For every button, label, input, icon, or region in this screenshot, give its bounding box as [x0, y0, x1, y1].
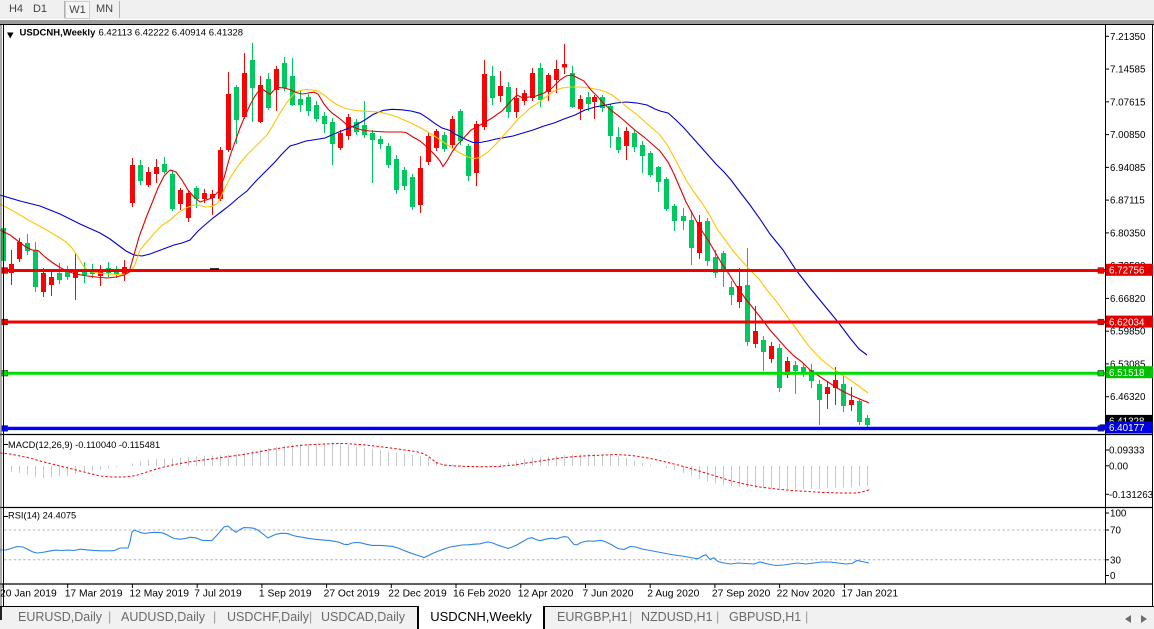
svg-text:USDCNH,Weekly: USDCNH,Weekly	[20, 28, 97, 39]
svg-text:6.53085: 6.53085	[1110, 359, 1146, 370]
svg-text:12 May 2019: 12 May 2019	[129, 589, 189, 600]
svg-text:7.07615: 7.07615	[1110, 97, 1146, 108]
svg-text:7 Jul 2019: 7 Jul 2019	[194, 589, 242, 600]
svg-text:20 Jan 2019: 20 Jan 2019	[0, 589, 57, 600]
svg-text:6.40177: 6.40177	[1109, 423, 1144, 434]
svg-text:12 Apr 2020: 12 Apr 2020	[518, 589, 574, 600]
svg-text:70: 70	[1110, 526, 1121, 537]
svg-text:6.66820: 6.66820	[1110, 294, 1146, 305]
svg-text:16 Feb 2020: 16 Feb 2020	[453, 589, 511, 600]
svg-text:6.62034: 6.62034	[1109, 317, 1145, 328]
svg-text:27 Sep 2020: 27 Sep 2020	[712, 589, 771, 600]
svg-text:RSI(14) 24.4075: RSI(14) 24.4075	[8, 511, 76, 521]
svg-text:6.51518: 6.51518	[1109, 368, 1145, 379]
svg-text:7.21350: 7.21350	[1110, 32, 1146, 43]
svg-text:6.42113 6.42222 6.40914 6.4132: 6.42113 6.42222 6.40914 6.41328	[99, 28, 244, 39]
svg-text:6.94085: 6.94085	[1110, 163, 1146, 174]
svg-text:22 Nov 2020: 22 Nov 2020	[777, 589, 836, 600]
svg-text:22 Dec 2019: 22 Dec 2019	[388, 589, 447, 600]
svg-text:6.72756: 6.72756	[1109, 266, 1145, 277]
svg-text:6.87115: 6.87115	[1110, 196, 1145, 207]
svg-text:7 Jun 2020: 7 Jun 2020	[583, 589, 634, 600]
svg-text:6.59850: 6.59850	[1110, 327, 1146, 338]
svg-text:17 Jan 2021: 17 Jan 2021	[841, 589, 898, 600]
svg-text:0: 0	[1110, 571, 1116, 582]
svg-text:-0.131263: -0.131263	[1109, 490, 1154, 501]
svg-text:27 Oct 2019: 27 Oct 2019	[324, 589, 380, 600]
svg-text:100: 100	[1110, 509, 1127, 520]
svg-text:0.00: 0.00	[1109, 461, 1129, 472]
svg-text:17 Mar 2019: 17 Mar 2019	[65, 589, 123, 600]
svg-text:0.09333: 0.09333	[1109, 446, 1145, 457]
svg-text:6.46320: 6.46320	[1110, 392, 1146, 403]
svg-text:7.00850: 7.00850	[1110, 130, 1146, 141]
svg-text:6.80350: 6.80350	[1110, 228, 1146, 239]
svg-text:2 Aug 2020: 2 Aug 2020	[647, 589, 699, 600]
svg-text:MACD(12,26,9) -0.110040 -0.115: MACD(12,26,9) -0.110040 -0.115481	[8, 440, 160, 450]
svg-text:7.14585: 7.14585	[1110, 65, 1146, 76]
svg-text:30: 30	[1110, 555, 1121, 566]
svg-text:1 Sep 2019: 1 Sep 2019	[259, 589, 312, 600]
